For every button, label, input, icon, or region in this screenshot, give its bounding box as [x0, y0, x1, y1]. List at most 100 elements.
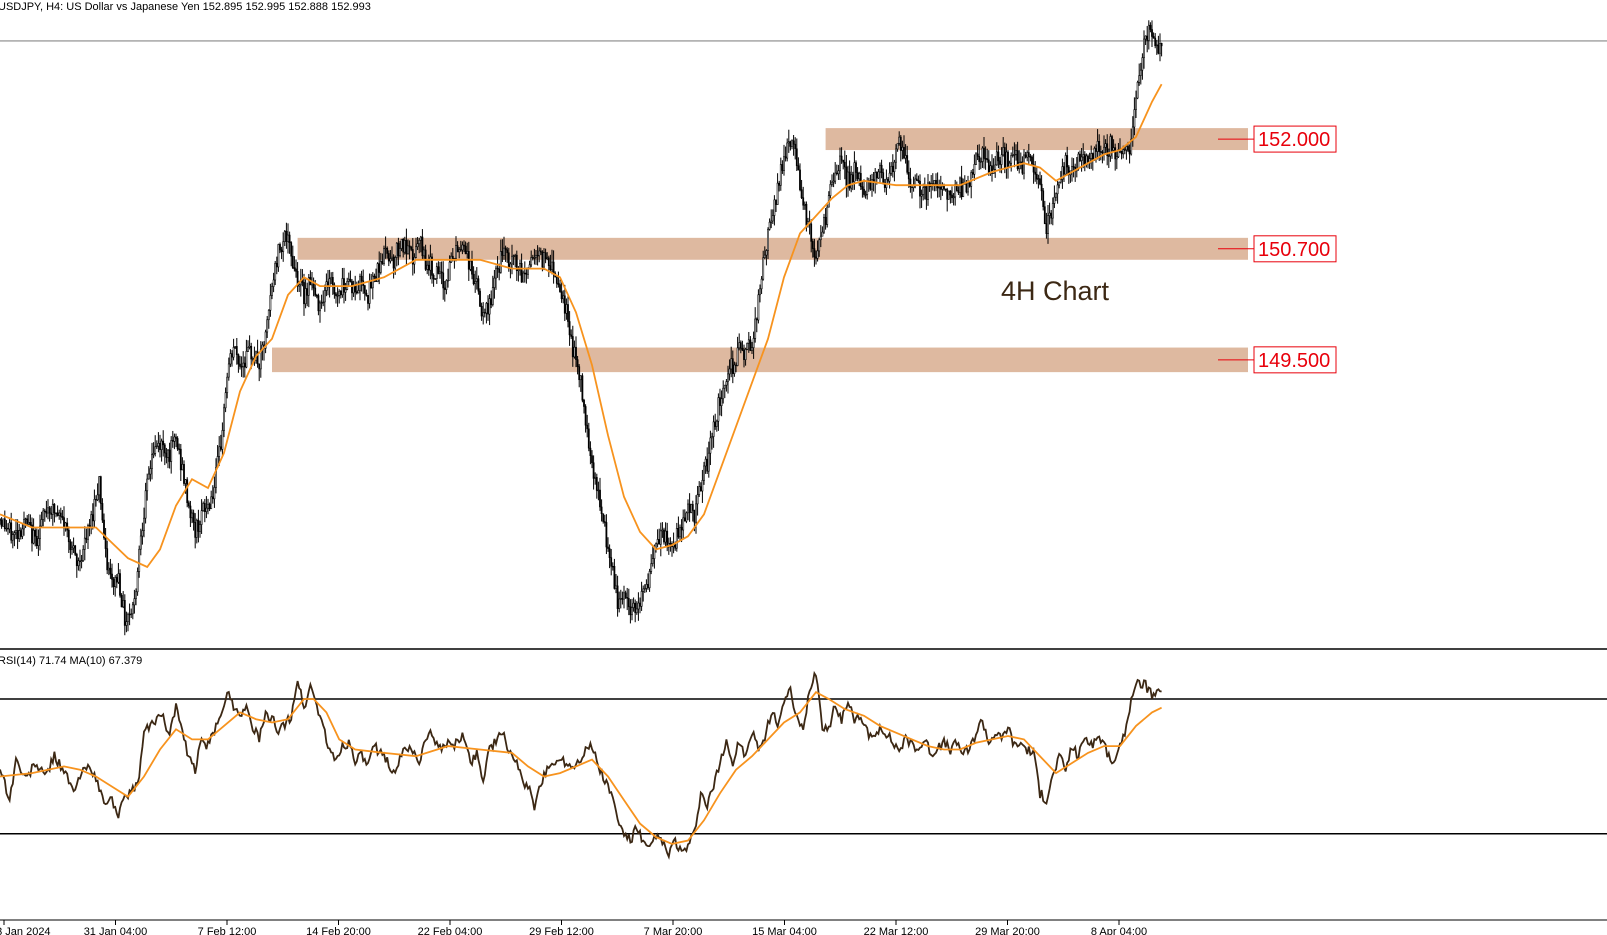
candle: [973, 154, 976, 181]
candle: [891, 154, 894, 178]
candle-body: [861, 186, 864, 190]
candle: [832, 172, 835, 188]
candle: [277, 243, 280, 272]
candle: [931, 173, 934, 191]
candle: [397, 237, 400, 266]
candle: [109, 558, 112, 579]
candle-body: [661, 529, 664, 532]
candle: [285, 222, 288, 249]
candle-body: [1149, 24, 1152, 30]
candle-body: [840, 155, 843, 161]
candle-body: [1138, 75, 1141, 83]
candle-body: [487, 303, 489, 315]
candle: [733, 361, 736, 377]
candle: [951, 186, 953, 204]
candle-body: [935, 180, 937, 185]
candle: [195, 518, 198, 544]
candle: [768, 218, 771, 231]
candle: [1074, 163, 1077, 182]
candle: [1019, 152, 1022, 170]
candle-body: [637, 602, 640, 610]
candle: [621, 591, 624, 605]
candle-body: [987, 159, 990, 174]
candle: [525, 267, 528, 284]
candle-body: [579, 375, 582, 381]
candle-body: [274, 262, 277, 281]
candle-body: [96, 494, 99, 501]
candle-body: [960, 177, 963, 198]
candle: [55, 512, 57, 518]
candle: [248, 335, 251, 350]
candle: [533, 248, 536, 265]
candle: [835, 164, 838, 176]
candle: [175, 433, 177, 448]
candle: [1053, 185, 1056, 209]
candle: [279, 242, 281, 254]
candle-body: [919, 180, 921, 197]
candle-body: [1056, 184, 1059, 195]
candle-body: [911, 186, 913, 188]
candle: [589, 441, 592, 465]
candle-body: [403, 240, 406, 253]
candle: [947, 190, 950, 200]
candle-body: [1063, 166, 1065, 175]
candle-body: [1016, 150, 1019, 170]
candle: [11, 531, 14, 549]
candle-body: [858, 173, 861, 180]
candle: [1087, 154, 1089, 169]
candle-body: [552, 261, 555, 274]
candle: [272, 272, 275, 293]
candle-body: [149, 468, 152, 475]
candle-body: [763, 254, 766, 259]
candle-body: [115, 577, 118, 583]
candle: [976, 144, 979, 161]
candle-body: [199, 524, 201, 532]
candle-body: [925, 186, 928, 200]
candle-body: [880, 164, 883, 173]
rsi-line: [0, 670, 1162, 860]
candle: [626, 587, 629, 611]
candle: [883, 178, 886, 193]
candle: [576, 355, 579, 375]
candle-body: [715, 420, 718, 427]
candle: [403, 236, 406, 255]
candle: [1123, 147, 1126, 155]
candle: [539, 247, 542, 256]
candle: [136, 567, 139, 596]
candle: [679, 524, 681, 540]
candle-body: [1035, 173, 1038, 180]
candle: [690, 503, 693, 514]
candle: [704, 456, 707, 474]
candle: [970, 170, 973, 199]
time-tick-label: 23 Jan 2024: [0, 926, 51, 935]
candle-body: [591, 455, 593, 464]
candle-body: [224, 392, 227, 409]
candle-body: [1007, 151, 1009, 168]
candle: [29, 514, 32, 527]
candle: [95, 495, 97, 507]
candle-body: [163, 444, 166, 454]
candle: [325, 273, 328, 297]
candle: [1031, 155, 1033, 166]
candle-body: [195, 519, 198, 538]
candle: [1040, 175, 1043, 201]
candle-body: [229, 353, 232, 365]
candle-body: [845, 166, 848, 187]
candle-body: [592, 462, 595, 479]
candle: [538, 247, 541, 263]
time-tick-label: 8 Apr 04:00: [1091, 926, 1147, 935]
candle: [696, 485, 699, 516]
candle: [1061, 158, 1064, 189]
candle-body: [232, 347, 235, 358]
candle: [719, 388, 721, 416]
candle: [224, 387, 227, 413]
candle: [880, 159, 883, 179]
candle: [456, 241, 459, 253]
candle: [687, 499, 689, 521]
candle-body: [863, 188, 865, 195]
candle: [1066, 146, 1069, 176]
candle: [42, 508, 45, 527]
candle-body: [559, 284, 561, 292]
candle-body: [704, 458, 707, 467]
candle: [672, 532, 675, 554]
